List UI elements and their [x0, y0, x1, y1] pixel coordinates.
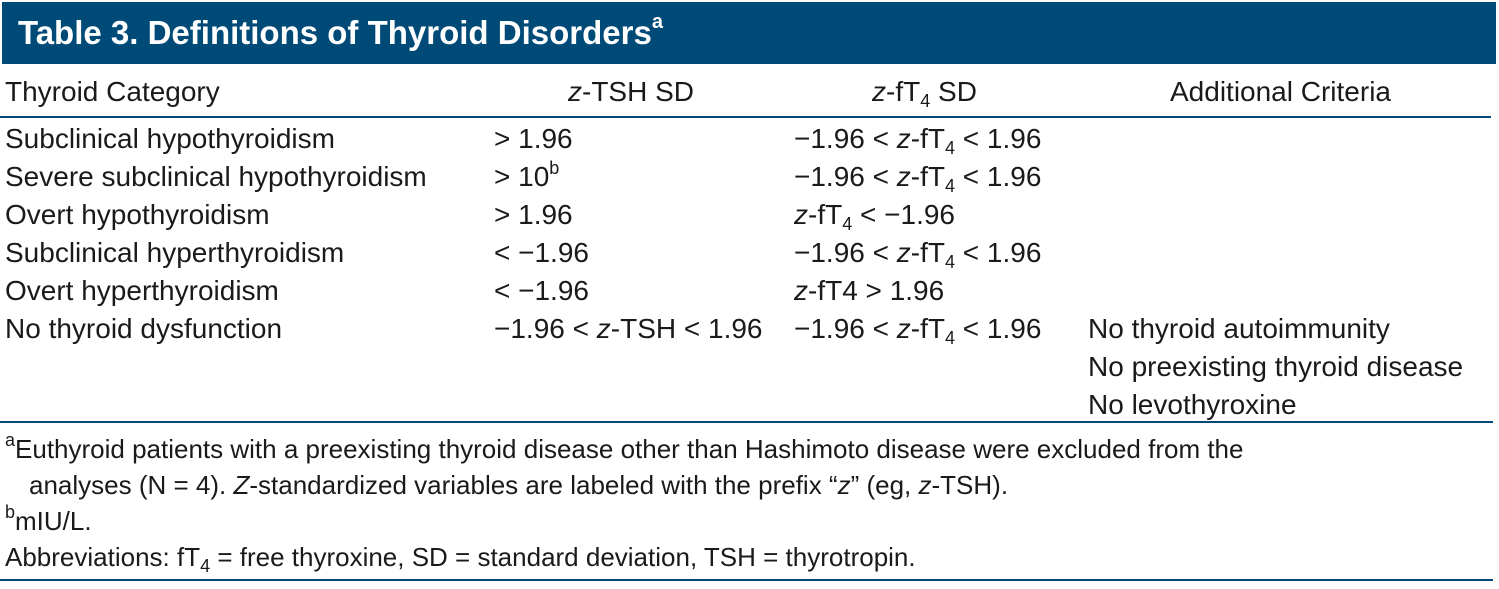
cell-category: Overt hyperthyroidism	[5, 275, 279, 306]
footnote-a-mark: a	[5, 430, 16, 450]
tsh-footnote-mark: b	[549, 158, 560, 178]
table-row-continuation: No levothyroxine	[0, 386, 1499, 424]
body-rule	[0, 421, 1493, 423]
cell-tsh: > 10b	[494, 158, 560, 192]
table-row: No thyroid dysfunction −1.96 < z-TSH < 1…	[0, 310, 1499, 348]
cell-ft4: −1.96 < z-fT4 < 1.96	[794, 313, 1042, 348]
cell-category: No thyroid dysfunction	[5, 313, 283, 344]
definitions-table: Thyroid Category z-TSH SD z-fT4 SD Addit…	[0, 64, 1499, 116]
table-header-row: Thyroid Category z-TSH SD z-fT4 SD Addit…	[0, 64, 1499, 116]
footnote-a-continued: analyses (N = 4). Z-standardized variabl…	[29, 470, 1009, 500]
cell-ft4: z-fT4 < −1.96	[794, 199, 955, 234]
header-z-ft4-sd: z-fT4 SD	[872, 76, 977, 111]
header-additional-criteria: Additional Criteria	[1170, 76, 1391, 107]
cell-tsh: > 1.96	[494, 199, 573, 230]
table-body: Subclinical hypothyroidism > 1.96 −1.96 …	[0, 120, 1499, 424]
cell-ft4: −1.96 < z-fT4 < 1.96	[794, 161, 1042, 196]
header-z-tsh-sd: z-TSH SD	[568, 76, 694, 107]
cell-tsh: < −1.96	[494, 275, 589, 306]
footnote-b: bmIU/L.	[5, 502, 92, 536]
table-row-continuation: No preexisting thyroid disease	[0, 348, 1499, 386]
cell-criteria: No preexisting thyroid disease	[1088, 351, 1464, 382]
cell-tsh: −1.96 < z-TSH < 1.96	[494, 313, 763, 344]
table-title-text: Table 3. Definitions of Thyroid Disorder…	[18, 14, 652, 51]
cell-criteria: No levothyroxine	[1088, 389, 1297, 420]
cell-category: Subclinical hyperthyroidism	[5, 237, 345, 268]
cell-tsh: < −1.96	[494, 237, 589, 268]
cell-ft4: z-fT4 > 1.96	[794, 275, 945, 306]
cell-category: Severe subclinical hypothyroidism	[5, 161, 427, 192]
table-row: Subclinical hyperthyroidism < −1.96 −1.9…	[0, 234, 1499, 272]
table-row: Subclinical hypothyroidism > 1.96 −1.96 …	[0, 120, 1499, 158]
cell-category: Subclinical hypothyroidism	[5, 123, 335, 154]
table-row: Overt hyperthyroidism < −1.96 z-fT4 > 1.…	[0, 272, 1499, 310]
footnote-b-mark: b	[5, 502, 16, 522]
cell-category: Overt hypothyroidism	[5, 199, 270, 230]
abbreviations: Abbreviations: fT4 = free thyroxine, SD …	[5, 542, 916, 576]
table-title: Table 3. Definitions of Thyroid Disorder…	[2, 2, 1496, 64]
header-thyroid-category: Thyroid Category	[5, 76, 220, 107]
cell-tsh: > 1.96	[494, 123, 573, 154]
cell-ft4: −1.96 < z-fT4 < 1.96	[794, 237, 1042, 272]
table-footnotes: aEuthyroid patients with a preexisting t…	[5, 431, 1485, 575]
footnote-a: aEuthyroid patients with a preexisting t…	[5, 430, 1244, 464]
header-rule	[0, 116, 1491, 118]
table-row: Overt hypothyroidism > 1.96 z-fT4 < −1.9…	[0, 196, 1499, 234]
bottom-rule	[0, 579, 1493, 581]
title-footnote-mark: a	[651, 11, 663, 33]
cell-ft4: −1.96 < z-fT4 < 1.96	[794, 123, 1042, 158]
cell-criteria: No thyroid autoimmunity	[1088, 313, 1390, 344]
table-row: Severe subclinical hypothyroidism > 10b …	[0, 158, 1499, 196]
